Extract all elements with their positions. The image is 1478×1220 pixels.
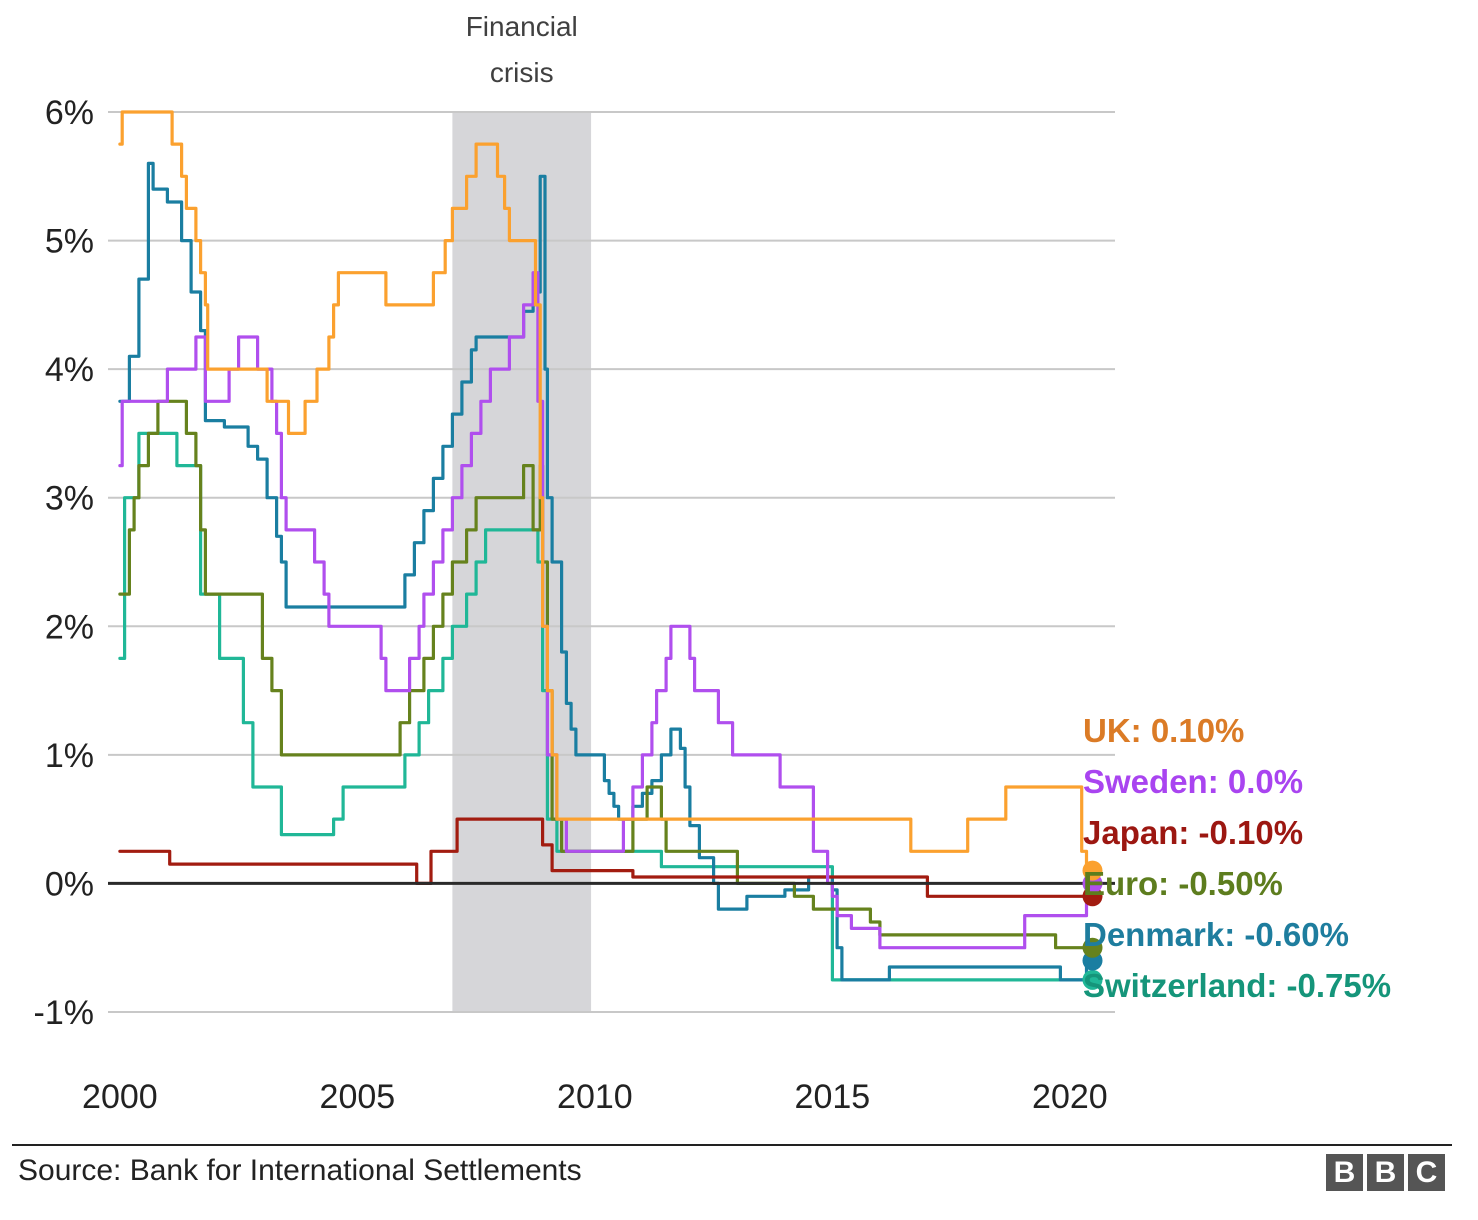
- x-tick-label: 2000: [82, 1078, 158, 1116]
- series-line-japan: [118, 817, 1089, 898]
- series-line-euro: [118, 399, 1089, 950]
- series-lines: [118, 110, 1089, 982]
- crisis-label-line2: crisis: [490, 57, 554, 88]
- end-label-switzerland: Switzerland: -0.75%: [1083, 967, 1391, 1004]
- series-line-switzerland: [118, 431, 1089, 982]
- end-label-uk: UK: 0.10%: [1083, 712, 1244, 749]
- x-tick-label: 2015: [795, 1078, 871, 1116]
- end-markers: [1082, 860, 1103, 990]
- labels: Financial crisis -1% 0% 1% 2% 3% 4% 5% 6% 2000 2005…: [34, 11, 1392, 1116]
- end-label-euro: Euro: -0.50%: [1083, 865, 1283, 902]
- end-marker-switzerland: [1082, 969, 1103, 990]
- footer-divider: [12, 1144, 1452, 1146]
- end-marker-uk: [1082, 860, 1103, 881]
- y-tick-label: 6%: [45, 94, 94, 132]
- gridlines: [108, 111, 1115, 1013]
- line-chart: Financial crisis -1% 0% 1% 2% 3% 4% 5% 6% 2000 2005…: [34, 11, 1392, 1116]
- x-tick-label: 2020: [1032, 1078, 1108, 1116]
- crisis-band: [452, 112, 592, 1012]
- source-note: Source: Bank for International Settlemen…: [18, 1154, 582, 1187]
- end-label-denmark: Denmark: -0.60%: [1083, 916, 1349, 953]
- y-tick-label: 0%: [45, 865, 94, 903]
- y-tick-label: 3%: [45, 480, 94, 518]
- end-label-japan: Japan: -0.10%: [1083, 814, 1303, 851]
- y-tick-label: -1%: [34, 994, 94, 1032]
- logo-block-b2: B: [1367, 1154, 1404, 1191]
- x-tick-label: 2005: [320, 1078, 396, 1116]
- y-tick-label: 1%: [45, 737, 94, 775]
- end-marker-euro: [1082, 937, 1103, 958]
- series-line-uk: [118, 110, 1089, 873]
- logo-block-c: C: [1408, 1154, 1445, 1191]
- bbc-logo: B B C: [1326, 1154, 1445, 1191]
- series-line-sweden: [118, 271, 1089, 950]
- logo-block-b1: B: [1326, 1154, 1363, 1191]
- series-line-denmark: [118, 161, 1089, 982]
- end-label-sweden: Sweden: 0.0%: [1083, 763, 1303, 800]
- x-tick-label: 2010: [557, 1078, 633, 1116]
- y-tick-label: 5%: [45, 223, 94, 261]
- crisis-band-layer: [452, 112, 592, 1012]
- crisis-label-line1: Financial: [466, 11, 578, 42]
- y-tick-label: 4%: [45, 351, 94, 389]
- y-tick-label: 2%: [45, 608, 94, 646]
